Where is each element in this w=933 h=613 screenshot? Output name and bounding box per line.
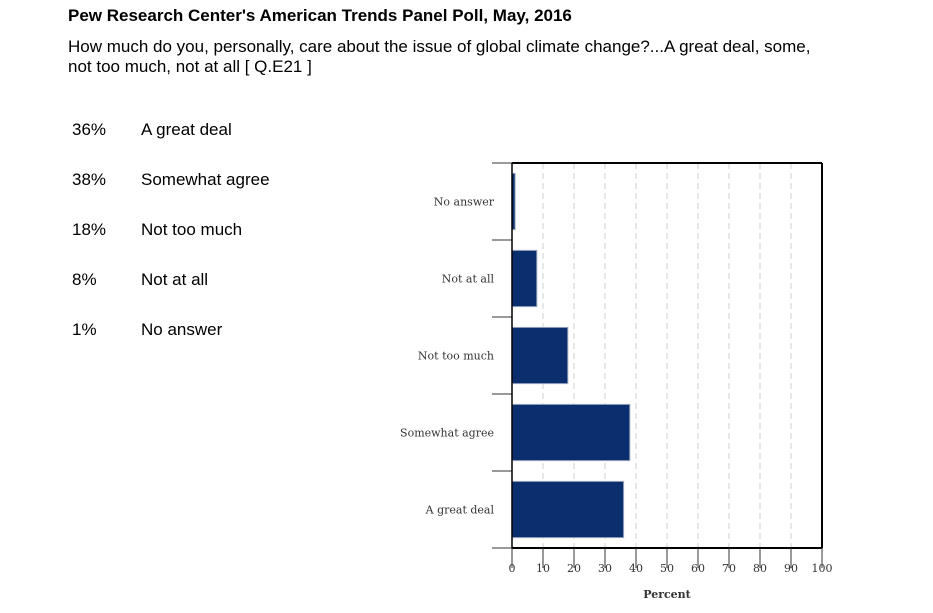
result-label: Not too much xyxy=(141,220,243,239)
result-label: Somewhat agree xyxy=(141,170,270,189)
category-label: Not at all xyxy=(442,273,495,286)
category-label: A great deal xyxy=(425,504,495,517)
x-tick-label: 70 xyxy=(722,562,736,575)
x-tick-label: 100 xyxy=(812,562,833,575)
x-axis-label: Percent xyxy=(643,588,691,601)
page-title: Pew Research Center's American Trends Pa… xyxy=(68,6,572,25)
bar xyxy=(511,480,625,539)
question-text: How much do you, personally, care about … xyxy=(68,37,811,76)
x-tick-label: 60 xyxy=(691,562,705,575)
bar xyxy=(511,249,538,308)
x-tick-label: 40 xyxy=(629,562,643,575)
result-percent: 38% xyxy=(72,170,107,189)
x-tick-label: 50 xyxy=(660,562,674,575)
result-percent: 36% xyxy=(72,120,107,139)
x-tick-label: 30 xyxy=(598,562,612,575)
result-percent: 8% xyxy=(72,270,97,289)
result-label: No answer xyxy=(141,320,223,339)
category-label: Somewhat agree xyxy=(400,427,494,440)
result-percent: 18% xyxy=(72,220,107,239)
x-tick-label: 0 xyxy=(509,562,516,575)
result-label: Not at all xyxy=(141,270,209,289)
category-label: No answer xyxy=(434,196,495,209)
x-tick-label: 20 xyxy=(567,562,581,575)
result-percent: 1% xyxy=(72,320,97,339)
x-tick-label: 80 xyxy=(753,562,767,575)
x-tick-label: 90 xyxy=(784,562,798,575)
bar xyxy=(511,403,631,462)
bar xyxy=(511,326,569,385)
result-label: A great deal xyxy=(141,120,232,139)
category-label: Not too much xyxy=(418,350,494,363)
x-tick-label: 10 xyxy=(536,562,550,575)
